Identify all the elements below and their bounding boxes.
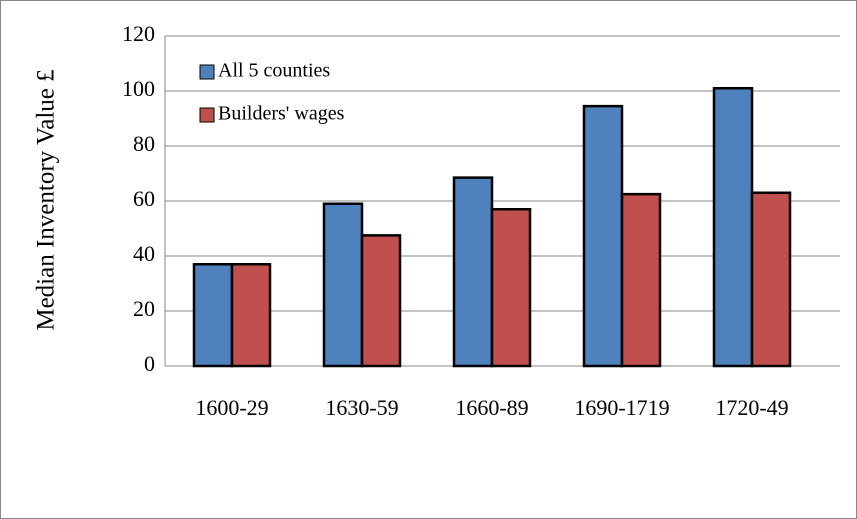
bar [490,208,532,368]
x-tick-label: 1600-29 [195,395,268,420]
bar [620,192,662,368]
y-tick-label: 80 [133,131,155,156]
bar [360,234,402,368]
y-tick-label: 20 [133,296,155,321]
legend-label: All 5 counties [218,60,330,82]
bar [582,104,624,368]
y-tick-label: 60 [133,186,155,211]
x-tick-label: 1720-49 [715,395,788,420]
bar [230,263,272,368]
y-tick-label: 100 [122,76,155,101]
y-tick-label: 40 [133,241,155,266]
y-tick-label: 0 [144,351,155,376]
x-tick-label: 1660-89 [455,395,528,420]
legend-label: Builders' wages [218,103,345,125]
x-tick-label: 1690-1719 [574,395,669,420]
legend-swatch [199,64,215,80]
bar [452,176,494,368]
legend-swatch [199,107,215,123]
bar [712,87,754,368]
y-axis-label: Median Inventory Value £ [33,69,60,330]
y-tick-label: 120 [122,21,155,46]
bar [192,263,234,368]
x-tick-label: 1630-59 [325,395,398,420]
bar [322,202,364,368]
bar [750,191,792,368]
